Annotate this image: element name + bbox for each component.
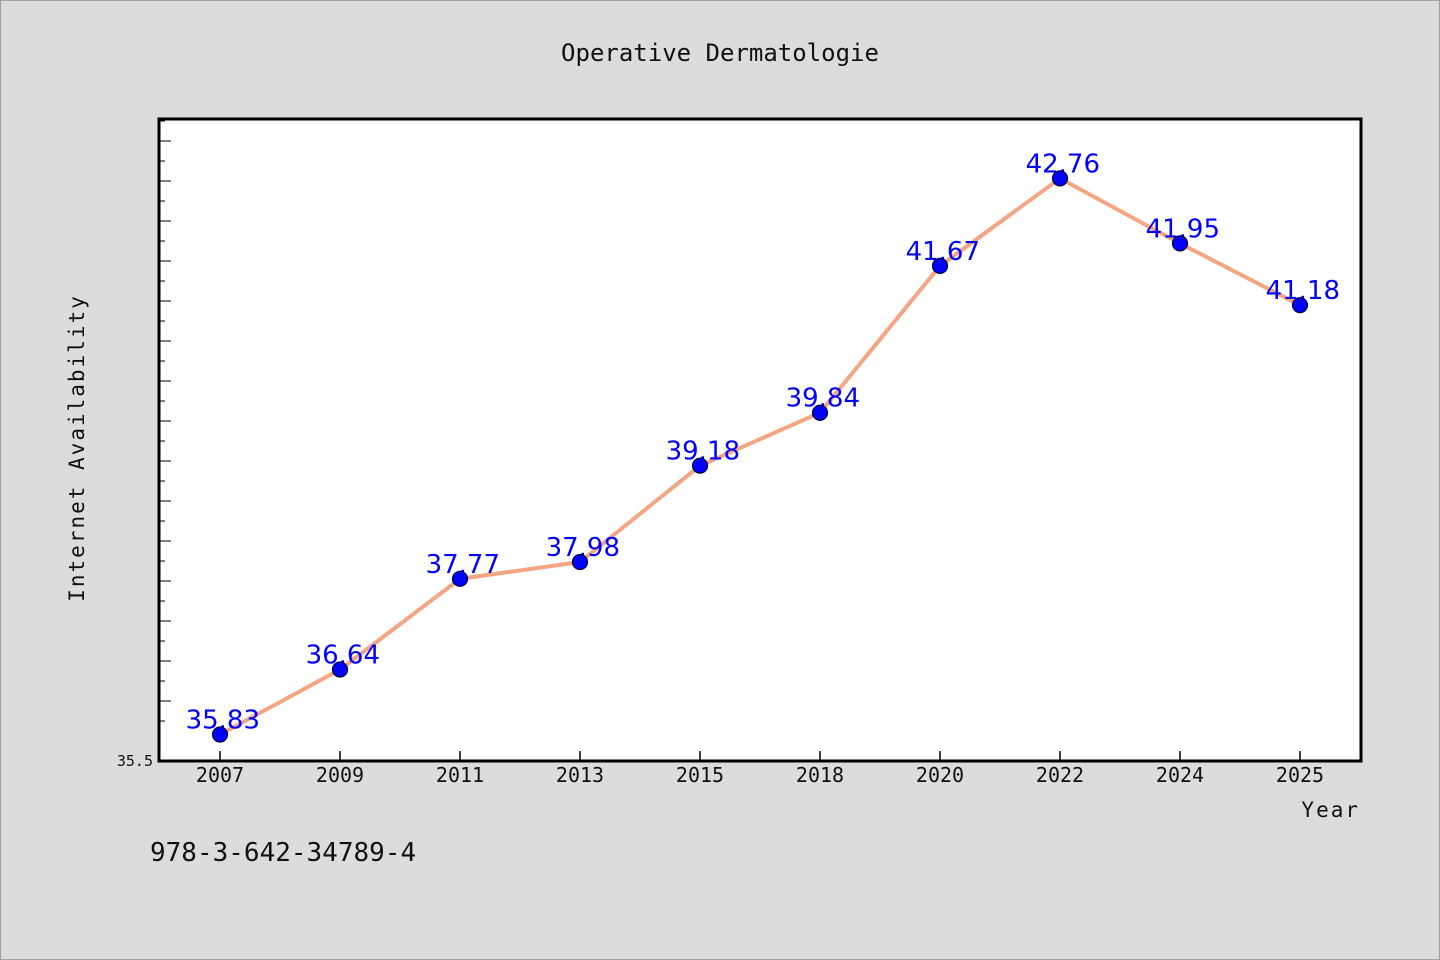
data-point [691,457,709,474]
x-tick-label: 2013 [556,763,604,787]
x-tick-label: 2015 [676,763,724,787]
x-tick-label: 2025 [1276,763,1324,787]
x-tick-label: 2022 [1036,763,1084,787]
data-point [1171,235,1189,252]
chart-title: Operative Dermatologie [561,39,879,67]
y-tick-label: 35.5 [117,752,153,770]
x-tick-label: 2024 [1156,763,1204,787]
x-axis-label: Year [1301,798,1360,822]
footnote-isbn: 978-3-642-34789-4 [150,838,416,868]
x-tick-label: 2011 [436,763,484,787]
data-point [931,257,949,274]
data-point [811,404,829,421]
data-point [451,570,469,587]
x-axis-ticks [219,751,1301,761]
data-point [331,661,349,678]
x-tick-label: 2009 [316,763,364,787]
x-tick-label: 2007 [196,763,244,787]
data-point [211,726,229,743]
x-axis-tick-labels: 2007 2009 2011 2013 2015 2018 2020 2022 2024 2025 [196,763,1324,787]
series-layer: 35.8336.6437.7737.9839.1839.8441.6742.76… [186,149,1340,743]
data-point [571,553,589,571]
y-axis-ticks [159,120,171,722]
series-line [218,176,1302,737]
x-tick-label: 2020 [916,763,964,787]
data-point [1051,170,1069,187]
x-tick-label: 2018 [796,763,844,787]
data-point [1291,297,1309,314]
y-axis-label: Internet Availability [65,294,89,602]
